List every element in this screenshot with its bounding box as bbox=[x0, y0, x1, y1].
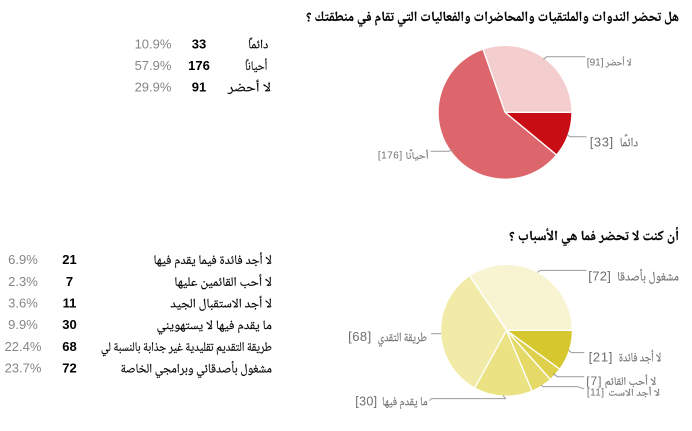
svg-text:[176]: [176] bbox=[378, 151, 403, 162]
svg-text:22.4%: 22.4% bbox=[5, 339, 42, 354]
svg-text:2.3%: 2.3% bbox=[8, 274, 38, 289]
svg-text:57.9%: 57.9% bbox=[135, 58, 172, 73]
svg-text:91: 91 bbox=[192, 79, 206, 94]
svg-text:29.9%: 29.9% bbox=[135, 79, 172, 94]
svg-text:6.9%: 6.9% bbox=[8, 252, 38, 267]
svg-text:23.7%: 23.7% bbox=[5, 361, 42, 376]
svg-text:33: 33 bbox=[192, 36, 206, 51]
svg-text:68: 68 bbox=[62, 339, 76, 354]
svg-text:30: 30 bbox=[62, 317, 76, 332]
svg-text:11: 11 bbox=[63, 295, 77, 310]
svg-text:9.9%: 9.9% bbox=[8, 317, 38, 332]
svg-text:[21]: [21] bbox=[589, 349, 613, 364]
svg-text:72: 72 bbox=[62, 361, 76, 376]
svg-text:[33]: [33] bbox=[590, 134, 614, 149]
svg-text:10.9%: 10.9% bbox=[135, 36, 172, 51]
svg-text:[68]: [68] bbox=[348, 329, 372, 344]
svg-text:[30]: [30] bbox=[355, 394, 377, 408]
svg-text:176: 176 bbox=[188, 58, 210, 73]
svg-text:21: 21 bbox=[62, 252, 76, 267]
svg-text:[7]: [7] bbox=[586, 374, 602, 388]
svg-text:[91]: [91] bbox=[587, 57, 604, 68]
svg-text:[72]: [72] bbox=[588, 269, 611, 284]
svg-text:3.6%: 3.6% bbox=[8, 295, 38, 310]
svg-text:7: 7 bbox=[66, 274, 73, 289]
svg-text:[11]: [11] bbox=[587, 388, 605, 399]
